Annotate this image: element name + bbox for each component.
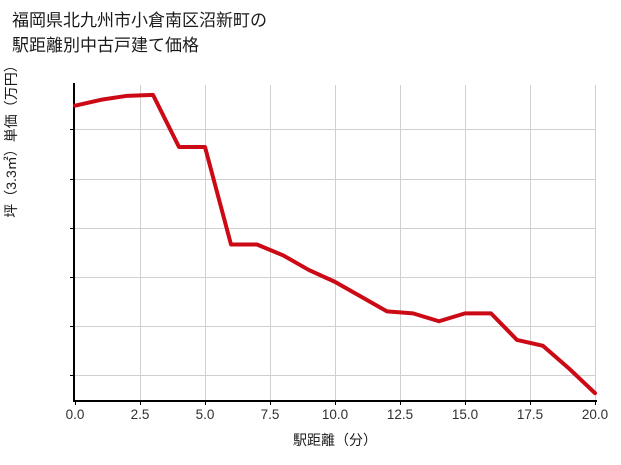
x-tick-label: 20.0 <box>581 407 609 422</box>
x-tick-label: 15.0 <box>451 407 479 422</box>
tick-mark-x <box>205 400 206 405</box>
tick-mark-x <box>140 400 141 405</box>
plot-area: 66.567.067.568.068.569.0 0.02.55.07.510.… <box>66 83 608 422</box>
tick-mark-x <box>465 400 466 405</box>
gridline-vertical <box>140 85 141 400</box>
page-title: 福岡県北九州市小倉南区沼新町の 駅距離別中古戸建て価格 <box>12 11 267 55</box>
x-tick-label: 12.5 <box>386 407 414 422</box>
tick-mark-y <box>70 129 75 131</box>
tick-mark-x <box>335 400 336 405</box>
x-tick-label: 0.0 <box>65 407 85 422</box>
x-tick-label: 5.0 <box>195 407 215 422</box>
y-axis-label: 坪（3.3㎡）単価（万円） <box>3 58 19 218</box>
x-axis-label: 駅距離（分） <box>293 432 377 448</box>
tick-mark-y <box>70 227 75 229</box>
tick-mark-x <box>595 400 596 405</box>
tick-mark-x <box>530 400 531 405</box>
x-tick-label: 2.5 <box>130 407 150 422</box>
tick-mark-x <box>270 400 271 405</box>
gridline-vertical <box>400 85 401 400</box>
gridline-vertical <box>335 85 336 400</box>
y-axis-line <box>73 83 75 402</box>
tick-mark-y <box>70 276 75 278</box>
data-line-series <box>73 92 597 396</box>
tick-mark-x <box>400 400 401 405</box>
gridline-vertical <box>205 85 206 400</box>
gridline-vertical <box>530 85 531 400</box>
gridline-vertical <box>270 85 271 400</box>
x-tick-label: 10.0 <box>321 407 349 422</box>
tick-mark-y <box>70 326 75 328</box>
tick-mark-y <box>70 375 75 377</box>
tick-mark-y <box>70 178 75 180</box>
gridline-vertical <box>465 85 466 400</box>
series-polyline <box>73 92 597 396</box>
gridline-vertical <box>595 85 596 400</box>
x-tick-label: 7.5 <box>260 407 280 422</box>
x-tick-label: 17.5 <box>516 407 544 422</box>
tick-mark-x <box>75 400 76 405</box>
